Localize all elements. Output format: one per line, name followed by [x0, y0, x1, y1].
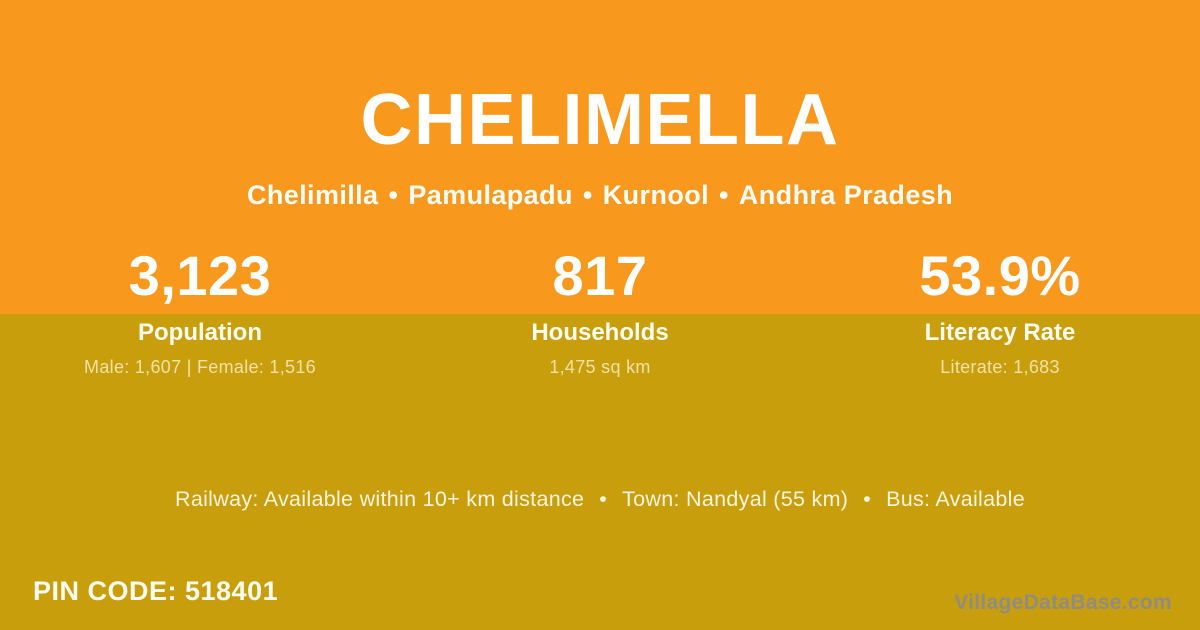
bullet-separator: •	[582, 180, 593, 210]
bullet-separator: •	[719, 180, 729, 210]
literacy-detail: Literate: 1,683	[940, 357, 1060, 377]
bus-info: Bus: Available	[886, 487, 1025, 511]
population-detail: Male: 1,607 | Female: 1,516	[84, 357, 316, 377]
pin-code: PIN CODE: 518401	[33, 576, 279, 606]
households-detail: 1,475 sq km	[549, 357, 651, 377]
bullet-separator: •	[599, 487, 608, 511]
railway-info: Railway: Available within 10+ km distanc…	[175, 487, 585, 511]
stat-literacy: 53.9% Literacy Rate Literate: 1,683	[800, 244, 1200, 378]
village-title: CHELIMELLA	[360, 80, 840, 160]
stat-households: 817 Households 1,475 sq km	[400, 244, 800, 378]
breadcrumb-mandal: Pamulapadu	[408, 180, 573, 210]
households-label: Households	[531, 319, 669, 346]
breadcrumb-district: Kurnool	[602, 180, 710, 210]
stat-population: 3,123 Population Male: 1,607 | Female: 1…	[0, 244, 400, 378]
stats-row: 3,123 Population Male: 1,607 | Female: 1…	[0, 244, 1200, 378]
breadcrumb-village: Chelimilla	[246, 180, 379, 210]
population-label: Population	[138, 319, 262, 346]
watermark-brand: VillageDataBase.com	[954, 591, 1172, 614]
literacy-value: 53.9%	[919, 244, 1081, 307]
header: CHELIMELLA Chelimilla • Pamulapadu • Kurnool…	[0, 84, 1200, 211]
facilities-row: Railway: Available within 10+ km distanc…	[0, 487, 1200, 512]
households-value: 817	[552, 244, 648, 307]
town-info: Town: Nandyal (55 km)	[622, 487, 849, 511]
bullet-separator: •	[388, 180, 399, 210]
breadcrumb-state: Andhra Pradesh	[738, 180, 954, 210]
bullet-separator: •	[863, 487, 872, 511]
breadcrumb: Chelimilla • Pamulapadu • Kurnool • Andhra Pra…	[0, 180, 1200, 211]
population-value: 3,123	[128, 244, 272, 307]
literacy-label: Literacy Rate	[924, 319, 1076, 346]
